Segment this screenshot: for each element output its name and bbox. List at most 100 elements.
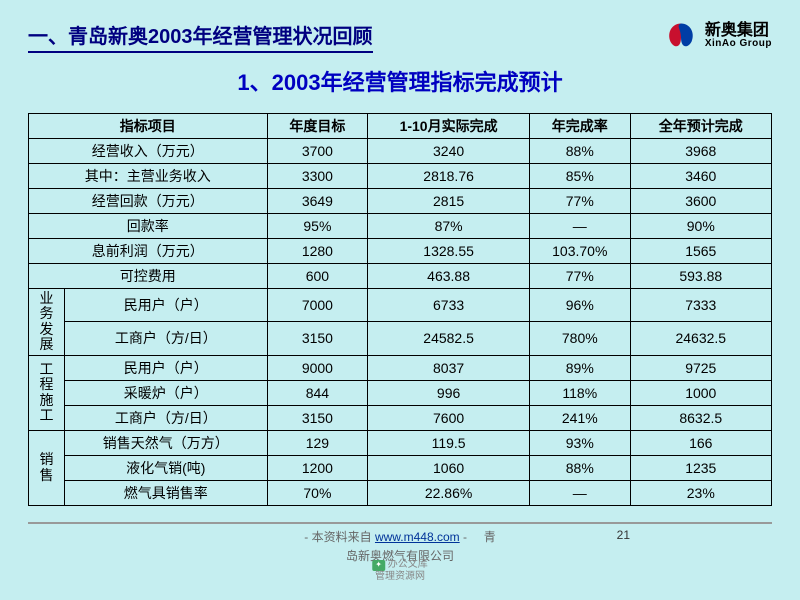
indicator-cell: 回款率: [29, 214, 268, 239]
data-cell: 24582.5: [368, 322, 530, 355]
indicator-cell: 燃气具销售率: [65, 480, 268, 505]
subtitle: 1、2003年经营管理指标完成预计: [28, 65, 772, 97]
indicator-cell: 可控费用: [29, 264, 268, 289]
table-row: 销售销售天然气（万方）129119.593%166: [29, 430, 772, 455]
data-cell: 93%: [530, 430, 631, 455]
data-cell: 24632.5: [630, 322, 771, 355]
table-header: 指标项目年度目标1-10月实际完成年完成率全年预计完成: [29, 114, 772, 139]
data-cell: 87%: [368, 214, 530, 239]
data-cell: 1565: [630, 239, 771, 264]
data-cell: 77%: [530, 264, 631, 289]
watermark: ✦ 办公文库 管理资源网: [372, 559, 427, 582]
table-row: 业务发展民用户（户）7000673396%7333: [29, 289, 772, 322]
data-cell: 1328.55: [368, 239, 530, 264]
data-cell: 1200: [267, 455, 368, 480]
indicator-cell: 销售天然气（万方）: [65, 430, 268, 455]
data-cell: 241%: [530, 405, 631, 430]
data-cell: —: [530, 480, 631, 505]
data-cell: 6733: [368, 289, 530, 322]
data-cell: 85%: [530, 164, 631, 189]
table-row: 经营回款（万元）3649281577%3600: [29, 189, 772, 214]
data-cell: 70%: [267, 480, 368, 505]
source-link[interactable]: www.m448.com: [375, 530, 460, 544]
data-cell: 88%: [530, 139, 631, 164]
category-cell: 销售: [29, 430, 65, 505]
data-cell: 3649: [267, 189, 368, 214]
table-row: 息前利润（万元）12801328.55103.70%1565: [29, 239, 772, 264]
table-row: 工程施工民用户（户）9000803789%9725: [29, 355, 772, 380]
data-cell: 96%: [530, 289, 631, 322]
col-indicator: 指标项目: [29, 114, 268, 139]
logo-icon: [663, 20, 699, 52]
indicator-cell: 工商户（方/日）: [65, 405, 268, 430]
indicator-cell: 息前利润（万元）: [29, 239, 268, 264]
table-row: 经营收入（万元）3700324088%3968: [29, 139, 772, 164]
indicator-cell: 其中：主营业务收入: [29, 164, 268, 189]
footer-divider: [28, 522, 772, 524]
data-cell: 7000: [267, 289, 368, 322]
footer-source: - 本资料来自 www.m448.com - 青: [304, 528, 495, 545]
data-cell: 8037: [368, 355, 530, 380]
footer: - 本资料来自 www.m448.com - 青 21: [28, 528, 772, 545]
table-row: 采暖炉（户）844996118%1000: [29, 380, 772, 405]
table-row: 燃气具销售率70%22.86%—23%: [29, 480, 772, 505]
data-cell: 3150: [267, 405, 368, 430]
data-cell: 8632.5: [630, 405, 771, 430]
footer-extra: 青: [484, 530, 496, 544]
data-cell: 129: [267, 430, 368, 455]
data-cell: 7333: [630, 289, 771, 322]
data-cell: 1060: [368, 455, 530, 480]
indicator-cell: 民用户（户）: [65, 289, 268, 322]
watermark-icon: ✦: [372, 560, 385, 571]
indicator-cell: 工商户（方/日）: [65, 322, 268, 355]
table-row: 可控费用600463.8877%593.88: [29, 264, 772, 289]
data-cell: 1280: [267, 239, 368, 264]
data-cell: 90%: [630, 214, 771, 239]
logo-text-cn: 新奥集团: [705, 23, 772, 39]
data-cell: 166: [630, 430, 771, 455]
data-cell: 3460: [630, 164, 771, 189]
watermark-label: 办公文库: [388, 559, 428, 570]
data-cell: 3240: [368, 139, 530, 164]
data-cell: 600: [267, 264, 368, 289]
table-row: 回款率95%87%—90%: [29, 214, 772, 239]
data-cell: 9725: [630, 355, 771, 380]
table-row: 其中：主营业务收入33002818.7685%3460: [29, 164, 772, 189]
data-cell: 103.70%: [530, 239, 631, 264]
data-cell: 3700: [267, 139, 368, 164]
data-cell: 593.88: [630, 264, 771, 289]
data-cell: 95%: [267, 214, 368, 239]
table-row: 工商户（方/日）315024582.5780%24632.5: [29, 322, 772, 355]
col-header: 全年预计完成: [630, 114, 771, 139]
company-logo: 新奥集团 XinAo Group: [663, 20, 772, 52]
table-row: 液化气销(吨)1200106088%1235: [29, 455, 772, 480]
data-cell: 2818.76: [368, 164, 530, 189]
col-header: 年完成率: [530, 114, 631, 139]
col-header: 1-10月实际完成: [368, 114, 530, 139]
data-cell: 118%: [530, 380, 631, 405]
slide-container: 一、青岛新奥2003年经营管理状况回顾 新奥集团 XinAo Group 1、2…: [0, 0, 800, 564]
data-cell: 996: [368, 380, 530, 405]
data-cell: 3600: [630, 189, 771, 214]
data-cell: 3300: [267, 164, 368, 189]
data-cell: 23%: [630, 480, 771, 505]
indicator-cell: 经营回款（万元）: [29, 189, 268, 214]
col-header: 年度目标: [267, 114, 368, 139]
data-cell: 1000: [630, 380, 771, 405]
watermark-brand: 管理资源网: [375, 571, 425, 582]
data-cell: 119.5: [368, 430, 530, 455]
data-cell: 1235: [630, 455, 771, 480]
indicator-cell: 液化气销(吨): [65, 455, 268, 480]
header-row: 一、青岛新奥2003年经营管理状况回顾 新奥集团 XinAo Group: [28, 20, 772, 53]
data-cell: 89%: [530, 355, 631, 380]
page-number: 21: [617, 528, 630, 542]
data-cell: 3150: [267, 322, 368, 355]
section-title: 一、青岛新奥2003年经营管理状况回顾: [28, 20, 373, 53]
data-cell: 3968: [630, 139, 771, 164]
indicator-cell: 民用户（户）: [65, 355, 268, 380]
data-cell: 7600: [368, 405, 530, 430]
category-cell: 业务发展: [29, 289, 65, 356]
data-cell: 77%: [530, 189, 631, 214]
data-cell: 844: [267, 380, 368, 405]
data-cell: 9000: [267, 355, 368, 380]
